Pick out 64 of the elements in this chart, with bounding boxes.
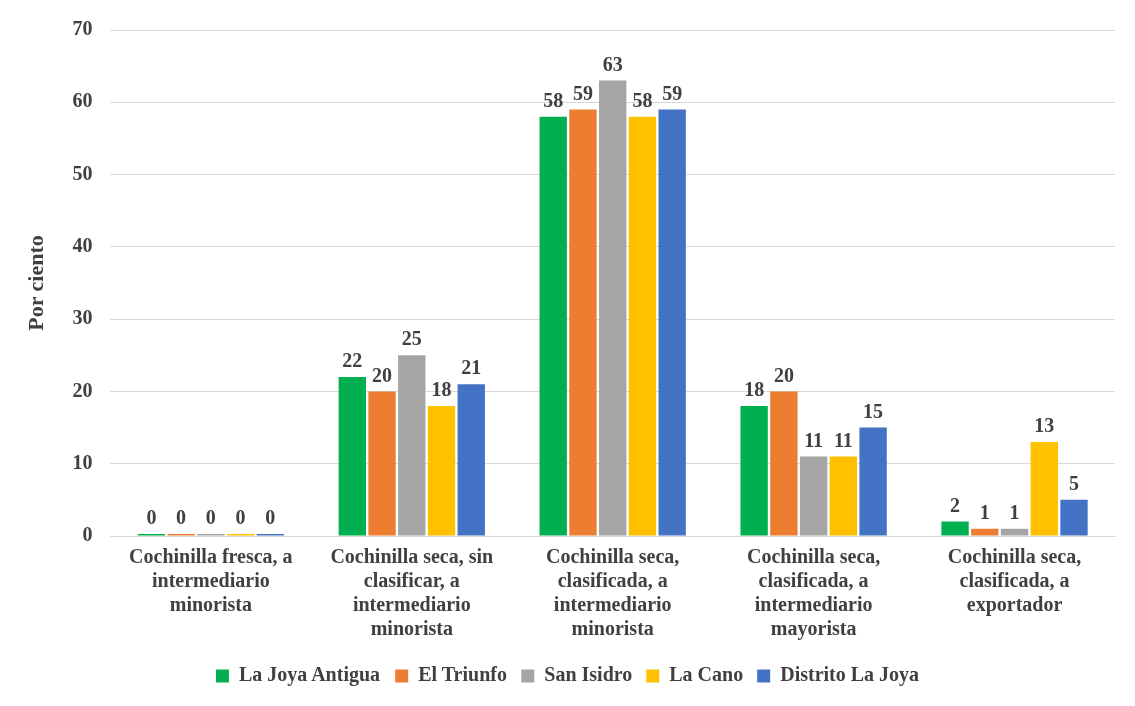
legend-label: San Isidro [544,663,633,686]
y-tick-label: 20 [72,378,93,401]
bar [338,376,366,536]
bar [1060,499,1088,536]
data-label: 0 [146,506,157,529]
data-label: 18 [744,378,765,401]
data-label: 22 [342,349,363,372]
data-label: 0 [265,506,276,529]
bar [628,116,657,536]
bar [599,80,627,536]
x-tick-label: Cochinilla seca, clasificada, a exportador [947,545,1082,617]
x-tick-label: Cochinilla seca, clasificada, a intermediario minorista [546,545,680,640]
data-label: 21 [461,356,482,379]
y-tick-label: 70 [72,17,93,40]
x-tick-label: Cochinilla seca, sin clasificar, a intermediario minorista [330,545,494,640]
data-label: 5 [1069,472,1080,495]
x-tick-label: Cochinilla fresca, a intermediario minorista [129,545,293,616]
bar [799,456,828,536]
y-tick-label: 10 [72,450,93,473]
legend-label: El Triunfo [418,663,507,686]
data-label: 1 [979,500,990,523]
data-label: 1 [1009,500,1020,523]
bar [427,405,456,536]
data-label: 11 [833,428,853,451]
data-label: 13 [1034,414,1055,437]
bar [1000,528,1029,536]
data-label: 11 [804,428,824,451]
bar [770,391,798,536]
data-label: 20 [372,363,393,386]
data-label: 20 [773,363,794,386]
data-label: 0 [235,506,246,529]
bar [1030,442,1058,536]
y-tick-label: 50 [72,161,93,184]
data-label: 59 [572,81,593,104]
data-label: 2 [950,493,961,516]
legend-label: La Cano [669,663,744,686]
bar [457,384,485,536]
bar [658,109,686,536]
data-label: 0 [205,506,216,529]
y-tick-label: 0 [82,523,93,546]
data-label: 63 [602,52,623,75]
y-tick-label: 60 [72,89,93,112]
data-label: 15 [863,399,884,422]
bar [539,116,567,536]
data-label: 0 [176,506,187,529]
bar [859,427,887,536]
data-label: 25 [401,327,422,350]
y-tick-label: 30 [72,306,93,329]
legend-label: Distrito La Joya [780,663,920,687]
bar [398,355,426,536]
y-axis-title: Por ciento [22,235,48,331]
x-tick-label: Cochinilla seca, clasificada, a intermediario mayorista [746,545,881,641]
bar [829,456,858,536]
bar [368,391,396,536]
bar [971,528,999,536]
data-label: 58 [632,88,653,111]
data-label: 18 [431,378,452,401]
y-tick-label: 40 [72,234,93,257]
bar [740,405,768,536]
bar [941,521,969,536]
legend-label: La Joya Antigua [238,663,381,687]
data-label: 59 [662,81,683,104]
data-label: 58 [543,88,564,111]
bar [569,109,597,536]
